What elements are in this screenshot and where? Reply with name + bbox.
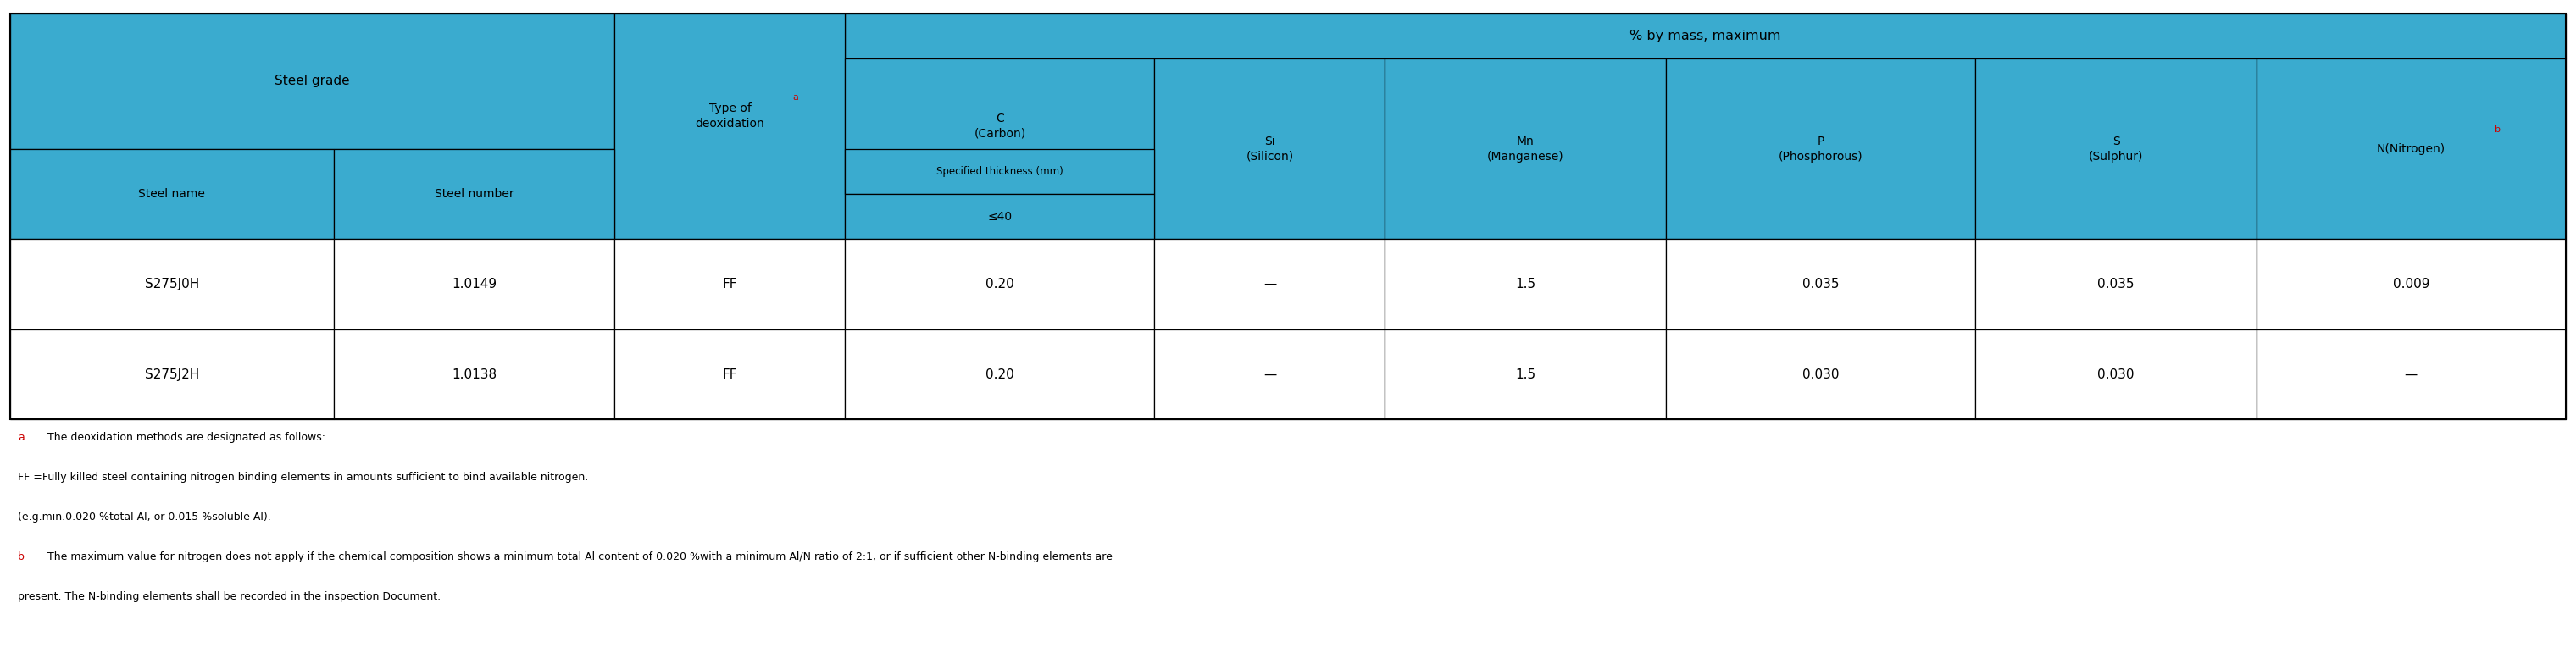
Bar	[616, 13, 845, 239]
Text: P
(Phosphorous): P (Phosphorous)	[1777, 135, 1862, 162]
Text: 0.20: 0.20	[987, 278, 1015, 291]
Text: 1.0138: 1.0138	[451, 368, 497, 381]
Text: 1.5: 1.5	[1515, 278, 1535, 291]
Text: —: —	[1262, 278, 1275, 291]
Bar	[10, 13, 616, 58]
Bar	[10, 239, 335, 329]
Bar	[845, 13, 2566, 58]
Bar	[1667, 329, 1976, 420]
Bar	[616, 13, 845, 58]
Text: —: —	[1262, 368, 1275, 381]
Text: C
(Carbon): C (Carbon)	[974, 113, 1025, 139]
Bar	[616, 329, 845, 420]
Text: Botop Steel: Botop Steel	[1929, 286, 2027, 334]
Text: 0.035: 0.035	[2097, 278, 2136, 291]
Text: Steel grade: Steel grade	[276, 74, 350, 88]
Bar	[1667, 239, 1976, 329]
Bar	[845, 329, 1154, 420]
Text: Botop Steel: Botop Steel	[394, 286, 495, 334]
Text: 1.5: 1.5	[1515, 368, 1535, 381]
Text: Steel name: Steel name	[139, 188, 206, 200]
Text: FF: FF	[721, 368, 737, 381]
Bar	[10, 149, 335, 239]
Bar	[10, 13, 616, 149]
Text: 0.009: 0.009	[2393, 278, 2429, 291]
Text: FF: FF	[721, 278, 737, 291]
Text: Steel number: Steel number	[435, 188, 513, 200]
Text: 0.030: 0.030	[1803, 368, 1839, 381]
Text: ≤40: ≤40	[987, 210, 1012, 222]
Bar	[1667, 58, 1976, 239]
Text: The maximum value for nitrogen does not apply if the chemical composition shows : The maximum value for nitrogen does not …	[44, 551, 1113, 562]
Bar	[1154, 239, 1386, 329]
Text: N(Nitrogen): N(Nitrogen)	[2378, 143, 2445, 155]
Text: S275J2H: S275J2H	[144, 368, 198, 381]
Bar	[10, 13, 2566, 420]
Bar	[335, 239, 616, 329]
Bar	[1976, 239, 2257, 329]
Text: Specified thickness (mm): Specified thickness (mm)	[938, 166, 1064, 177]
Bar	[1154, 58, 1386, 239]
Text: a: a	[18, 432, 26, 443]
Text: % by mass, maximum: % by mass, maximum	[1631, 29, 1780, 42]
Text: b: b	[2494, 125, 2501, 134]
Text: 0.20: 0.20	[987, 368, 1015, 381]
Bar	[335, 149, 616, 239]
Bar	[1976, 329, 2257, 420]
Bar	[1976, 58, 2257, 239]
Text: Botop Steel: Botop Steel	[2439, 286, 2540, 334]
Bar	[1154, 329, 1386, 420]
Text: —: —	[2403, 368, 2416, 381]
Text: Type of
deoxidation: Type of deoxidation	[696, 103, 765, 129]
Bar	[335, 329, 616, 420]
Text: Mn
(Manganese): Mn (Manganese)	[1486, 135, 1564, 162]
Bar	[845, 194, 1154, 239]
Text: Botop Steel: Botop Steel	[907, 286, 1005, 334]
Text: The deoxidation methods are designated as follows:: The deoxidation methods are designated a…	[44, 432, 325, 443]
Text: present. The N-binding elements shall be recorded in the inspection Document.: present. The N-binding elements shall be…	[18, 591, 440, 602]
Bar	[2257, 239, 2566, 329]
Bar	[845, 239, 1154, 329]
Bar	[2257, 58, 2566, 239]
Text: S
(Sulphur): S (Sulphur)	[2089, 135, 2143, 162]
Bar	[616, 239, 845, 329]
Bar	[1386, 239, 1667, 329]
Bar	[1386, 58, 1667, 239]
Text: b: b	[18, 551, 26, 562]
Bar	[845, 58, 1154, 194]
Text: Si
(Silicon): Si (Silicon)	[1247, 135, 1293, 162]
Text: 0.035: 0.035	[1803, 278, 1839, 291]
Text: a: a	[793, 93, 799, 102]
Text: 0.030: 0.030	[2097, 368, 2136, 381]
Bar	[10, 329, 335, 420]
Bar	[845, 149, 1154, 194]
Text: Botop Steel: Botop Steel	[1417, 286, 1517, 334]
Bar	[1386, 329, 1667, 420]
Text: (e.g.min.0.020 %total Al, or 0.015 %soluble Al).: (e.g.min.0.020 %total Al, or 0.015 %solu…	[18, 511, 270, 523]
Text: 1.0149: 1.0149	[451, 278, 497, 291]
Text: S275J0H: S275J0H	[144, 278, 198, 291]
Text: FF =Fully killed steel containing nitrogen binding elements in amounts sufficien: FF =Fully killed steel containing nitrog…	[18, 471, 587, 483]
Bar	[2257, 329, 2566, 420]
